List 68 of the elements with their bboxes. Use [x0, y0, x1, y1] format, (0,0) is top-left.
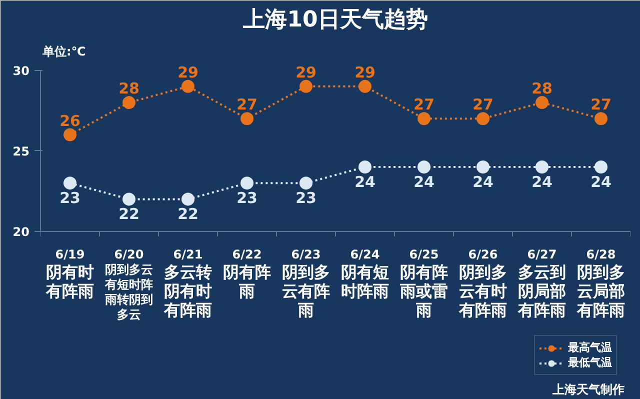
point — [182, 80, 194, 93]
data-label: 24 — [354, 172, 376, 191]
data-label: 29 — [178, 63, 198, 82]
point — [122, 192, 136, 206]
text: 阴有短时阵雨 — [341, 262, 389, 300]
data-label: 27 — [236, 96, 258, 114]
point — [240, 176, 254, 190]
data-label: 23 — [60, 189, 80, 208]
x-tick-label: 6/19 — [55, 247, 85, 262]
data-label: 28 — [118, 80, 140, 98]
data-label: 22 — [178, 205, 198, 224]
x-tick-label: 6/25 — [409, 247, 439, 262]
text: 阴有阵雨或雷雨 — [399, 262, 448, 320]
point — [594, 160, 608, 174]
text: 阴到多云局部有阵雨 — [576, 262, 625, 320]
data-label: 27 — [414, 96, 434, 114]
data-label: 24 — [590, 172, 612, 191]
text: 上海天气制作 — [552, 382, 624, 396]
point — [536, 160, 548, 174]
point — [476, 112, 490, 126]
chart-title: 上海10日天气趋势 — [242, 8, 428, 32]
point — [594, 112, 608, 126]
point — [300, 80, 312, 93]
text: 多云到阴局部有阵雨 — [517, 262, 566, 320]
x-tick-label: 6/27 — [527, 247, 557, 262]
legend-label: 最高气温 — [568, 340, 612, 355]
x-tick-label: 6/26 — [468, 247, 498, 262]
text: 多云转阴有时有阵雨 — [163, 262, 212, 320]
point — [358, 80, 372, 93]
y-axis-title: 单位:℃ — [42, 44, 86, 58]
text: 阴有阵雨 — [223, 262, 271, 300]
data-label: 28 — [532, 80, 552, 98]
point — [122, 96, 136, 110]
text: 阴有时有阵雨 — [45, 262, 94, 300]
point — [64, 176, 76, 190]
text: 阴到多云有阵雨 — [282, 262, 330, 320]
y-tick-label: 30 — [12, 64, 30, 78]
point — [240, 112, 254, 126]
data-label: 22 — [118, 205, 140, 224]
x-tick-label: 6/21 — [173, 247, 203, 262]
text: 阴到多云有时有阵雨 — [458, 262, 507, 320]
data-label: 24 — [532, 172, 552, 191]
x-tick-label: 6/22 — [232, 247, 262, 262]
point — [358, 160, 372, 174]
data-label: 27 — [472, 96, 494, 114]
data-label: 24 — [472, 172, 494, 191]
point — [418, 112, 430, 126]
point — [182, 192, 194, 206]
data-label: 29 — [354, 63, 376, 82]
data-label: 26 — [60, 112, 80, 130]
data-label: 23 — [236, 189, 258, 208]
point — [418, 160, 430, 174]
y-tick-label: 25 — [12, 144, 30, 158]
point — [476, 160, 490, 174]
legend-label: 最低气温 — [568, 355, 612, 370]
data-label: 27 — [590, 96, 612, 114]
point — [536, 96, 548, 110]
point — [300, 176, 312, 190]
point — [64, 128, 76, 142]
y-tick-label: 20 — [12, 224, 30, 239]
x-tick-label: 6/28 — [586, 247, 616, 262]
x-tick-label: 6/23 — [291, 247, 321, 262]
x-tick-label: 6/24 — [350, 247, 380, 262]
data-label: 29 — [296, 63, 316, 82]
x-tick-label: 6/20 — [114, 247, 144, 262]
text: 阴到多云有短时阵雨转阴到多云 — [104, 262, 153, 322]
data-label: 23 — [296, 189, 316, 208]
data-label: 24 — [414, 172, 434, 191]
